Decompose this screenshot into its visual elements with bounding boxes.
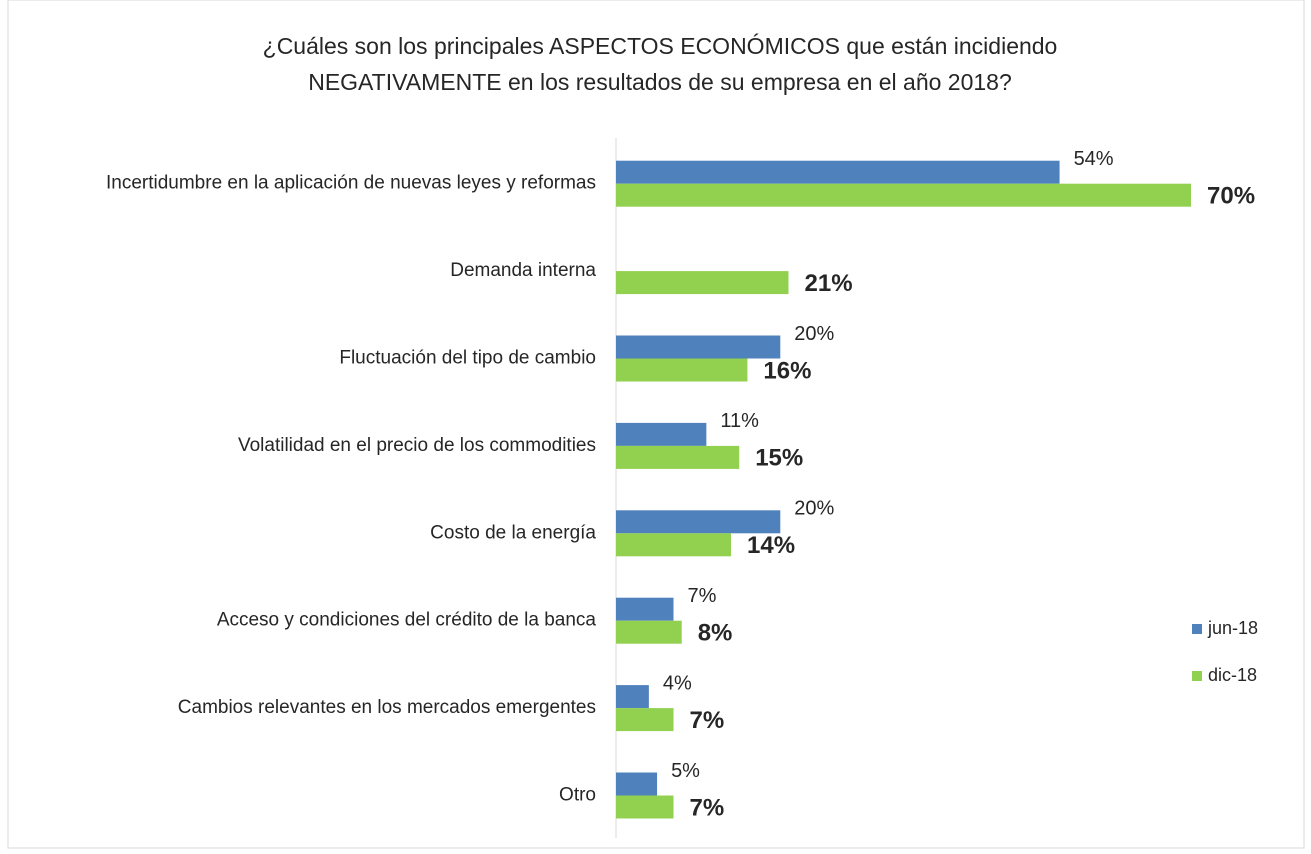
- legend-swatch: [1192, 624, 1202, 634]
- value-label: 20%: [794, 323, 834, 345]
- category-label: Cambios relevantes en los mercados emerg…: [178, 697, 596, 718]
- category-label: Fluctuación del tipo de cambio: [339, 348, 596, 369]
- chart-title: NEGATIVAMENTE en los resultados de su em…: [308, 69, 1012, 95]
- value-label: 11%: [720, 410, 759, 432]
- value-label: 7%: [690, 794, 725, 821]
- category-label: Incertidumbre en la aplicación de nuevas…: [106, 173, 596, 194]
- value-label: 5%: [671, 760, 700, 782]
- bar: [616, 422, 707, 446]
- bar: [616, 597, 674, 621]
- value-label: 8%: [698, 620, 733, 647]
- value-label: 4%: [663, 672, 692, 694]
- category-label: Volatilidad en el precio de los commodit…: [238, 435, 596, 456]
- category-label: Costo de la energía: [430, 522, 596, 543]
- bar: [616, 335, 781, 359]
- bar: [616, 445, 740, 469]
- chart-title: ¿Cuáles son los principales ASPECTOS ECO…: [263, 33, 1058, 59]
- category-label: Demanda interna: [450, 260, 596, 281]
- legend-swatch: [1192, 671, 1202, 681]
- bar: [616, 510, 781, 534]
- category-label: Otro: [559, 785, 596, 806]
- bar: [616, 271, 789, 295]
- bar: [616, 772, 658, 796]
- value-label: 15%: [755, 445, 803, 472]
- bar: [616, 795, 674, 819]
- bar: [616, 183, 1191, 207]
- value-label: 7%: [690, 707, 725, 734]
- value-label: 54%: [1074, 148, 1114, 170]
- value-label: 14%: [747, 532, 795, 559]
- legend-label: jun-18: [1207, 618, 1258, 638]
- legend-label: dic-18: [1208, 665, 1257, 685]
- value-label: 16%: [763, 357, 811, 384]
- value-label: 21%: [805, 270, 853, 297]
- value-label: 70%: [1207, 183, 1255, 210]
- bar: [616, 358, 748, 382]
- bar: [616, 160, 1060, 184]
- value-label: 7%: [688, 585, 717, 607]
- bar: [616, 533, 731, 557]
- bar: [616, 620, 682, 644]
- category-label: Acceso y condiciones del crédito de la b…: [217, 610, 597, 631]
- bar: [616, 708, 674, 732]
- bar: [616, 685, 649, 709]
- value-label: 20%: [794, 498, 834, 520]
